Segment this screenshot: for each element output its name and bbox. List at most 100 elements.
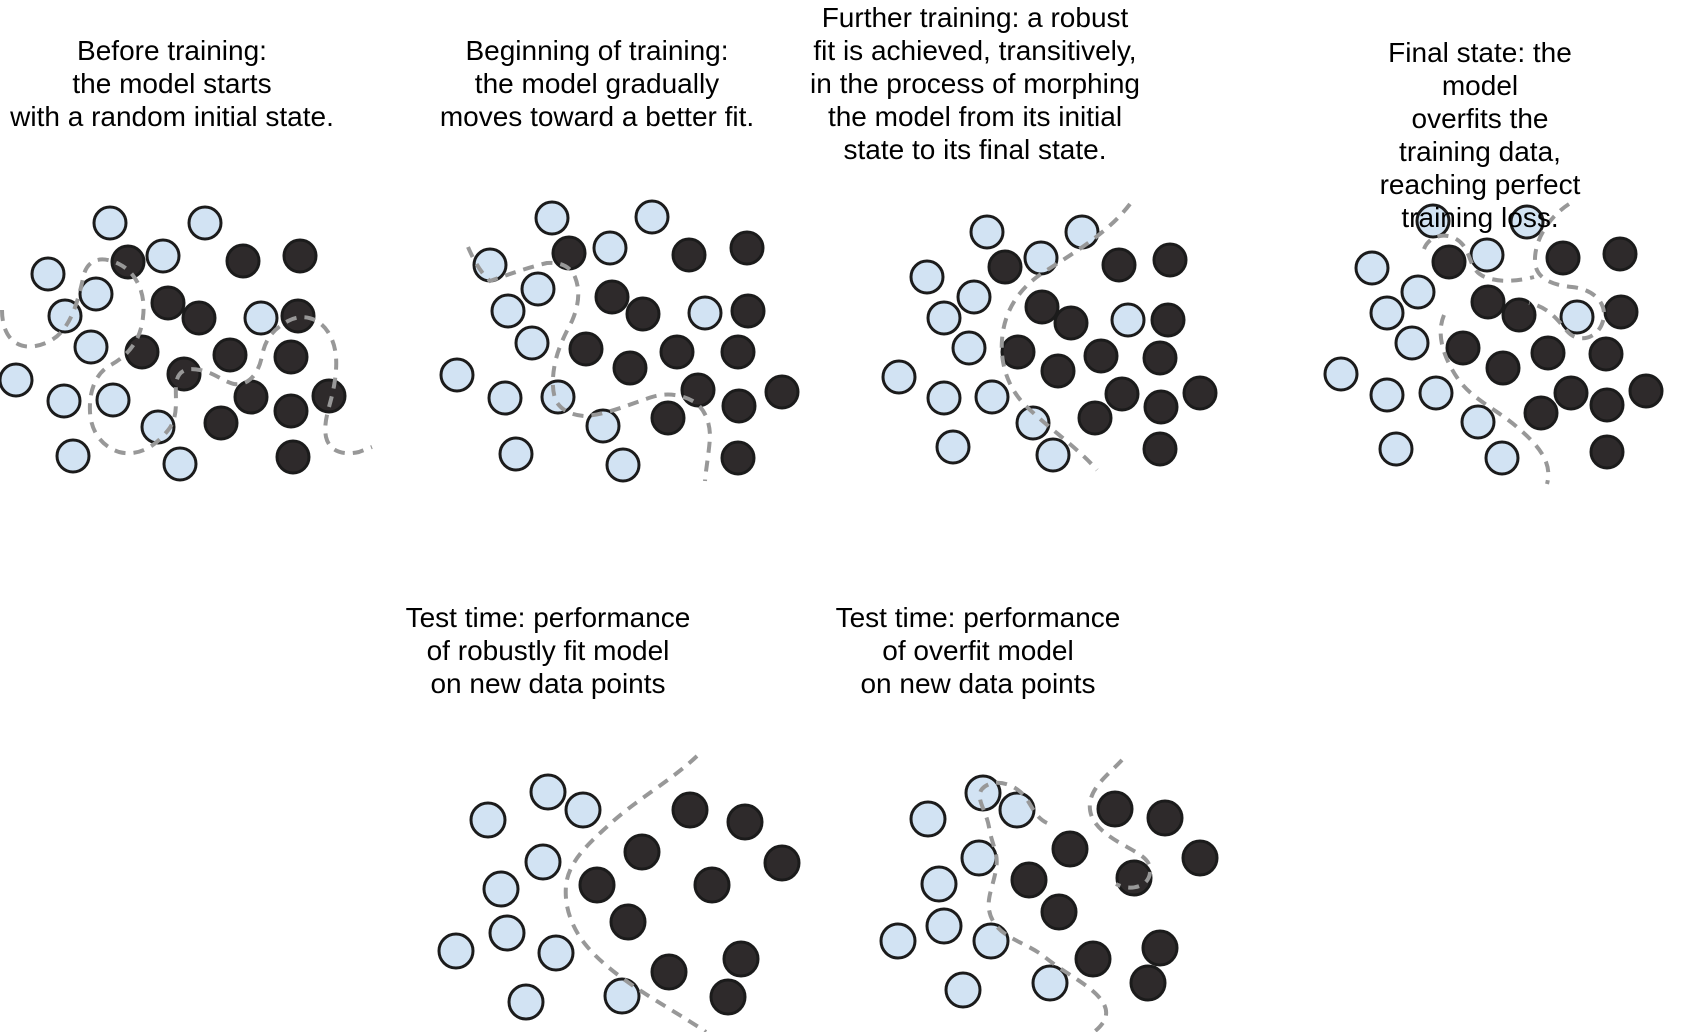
data-point-light — [1023, 240, 1059, 276]
data-point-dark — [1141, 929, 1179, 967]
data-point-dark — [568, 331, 604, 367]
data-point-light — [145, 238, 181, 274]
data-point-light — [534, 200, 570, 236]
data-point-light — [490, 293, 526, 329]
data-point-light — [972, 922, 1010, 960]
data-point-dark — [1129, 964, 1167, 1002]
data-point-dark — [1010, 861, 1048, 899]
data-point-light — [951, 330, 987, 366]
data-point-dark — [1077, 400, 1113, 436]
data-point-light — [879, 922, 917, 960]
data-point-light — [1394, 325, 1430, 361]
data-point-light — [1035, 437, 1071, 473]
data-point-light — [55, 438, 91, 474]
data-point-light — [73, 329, 109, 365]
data-point-dark — [1142, 340, 1178, 376]
data-point-dark — [225, 243, 261, 279]
data-point-dark — [203, 405, 239, 441]
data-point-dark — [1096, 790, 1134, 828]
data-point-dark — [612, 350, 648, 386]
data-point-light — [540, 379, 576, 415]
data-point-light — [1369, 377, 1405, 413]
decision-boundary — [977, 780, 1109, 1032]
caption-final-state: Final state: the model overfits the trai… — [1379, 37, 1581, 233]
data-point-dark — [273, 339, 309, 375]
data-point-light — [488, 914, 526, 952]
data-point-dark — [1024, 289, 1060, 325]
data-point-light — [634, 199, 670, 235]
data-point-dark — [311, 378, 347, 414]
caption-test-time-overfit: Test time: performance of overfit model … — [835, 602, 1121, 699]
data-point-light — [162, 446, 198, 482]
data-point-dark — [282, 238, 318, 274]
data-point-dark — [166, 356, 202, 392]
data-point-light — [1460, 404, 1496, 440]
data-point-dark — [110, 244, 146, 280]
data-point-dark — [1602, 236, 1638, 272]
data-point-light — [998, 791, 1036, 829]
data-point-dark — [623, 833, 661, 871]
data-point-light — [1369, 295, 1405, 331]
data-point-light — [95, 382, 131, 418]
data-point-dark — [722, 940, 760, 978]
data-point-light — [187, 205, 223, 241]
data-point-light — [1559, 299, 1595, 335]
data-point-dark — [650, 400, 686, 436]
data-point-light — [487, 380, 523, 416]
data-point-light — [585, 408, 621, 444]
data-point-dark — [659, 334, 695, 370]
data-point-light — [925, 907, 963, 945]
panel-before-training — [0, 205, 373, 482]
data-point-dark — [212, 337, 248, 373]
data-point-light — [1015, 405, 1051, 441]
data-point-dark — [1051, 830, 1089, 868]
data-point-light — [482, 870, 520, 908]
decision-boundary — [466, 246, 713, 482]
data-point-light — [603, 977, 641, 1015]
data-point-light — [1064, 214, 1100, 250]
data-point-light — [1484, 440, 1520, 476]
data-point-light — [439, 357, 475, 393]
data-point-light — [0, 362, 34, 398]
data-point-dark — [726, 803, 764, 841]
data-point-dark — [680, 372, 716, 408]
data-point-light — [78, 276, 114, 312]
data-point-dark — [671, 237, 707, 273]
caption-before-training: Before training: the model starts with a… — [10, 35, 334, 132]
data-point-dark — [721, 388, 757, 424]
decision-boundary — [1087, 758, 1153, 890]
panel-further-training — [881, 202, 1218, 473]
data-point-dark — [1589, 387, 1625, 423]
data-point-light — [956, 279, 992, 315]
data-point-dark — [273, 393, 309, 429]
data-point-dark — [1152, 242, 1188, 278]
caption-beginning-of-training: Beginning of training: the model gradual… — [439, 35, 755, 132]
data-point-light — [437, 932, 475, 970]
data-point-dark — [1445, 330, 1481, 366]
data-point-light — [592, 230, 628, 266]
data-point-dark — [1000, 334, 1036, 370]
data-point-dark — [730, 293, 766, 329]
data-point-dark — [280, 298, 316, 334]
decision-boundary — [999, 202, 1132, 472]
data-point-light — [564, 791, 602, 829]
panel-beginning-of-training — [439, 199, 800, 483]
data-point-light — [46, 383, 82, 419]
data-point-dark — [124, 334, 160, 370]
data-point-light — [909, 259, 945, 295]
data-point-dark — [1545, 240, 1581, 276]
data-point-dark — [1101, 247, 1137, 283]
data-point-light — [537, 934, 575, 972]
data-point-light — [1031, 964, 1069, 1002]
data-point-light — [974, 379, 1010, 415]
data-point-light — [243, 300, 279, 336]
data-point-dark — [1431, 244, 1467, 280]
data-point-dark — [693, 866, 731, 904]
data-point-light — [514, 325, 550, 361]
data-point-light — [1323, 356, 1359, 392]
data-point-dark — [625, 296, 661, 332]
data-point-dark — [709, 978, 747, 1016]
data-point-light — [969, 214, 1005, 250]
decision-boundary — [1528, 202, 1606, 341]
